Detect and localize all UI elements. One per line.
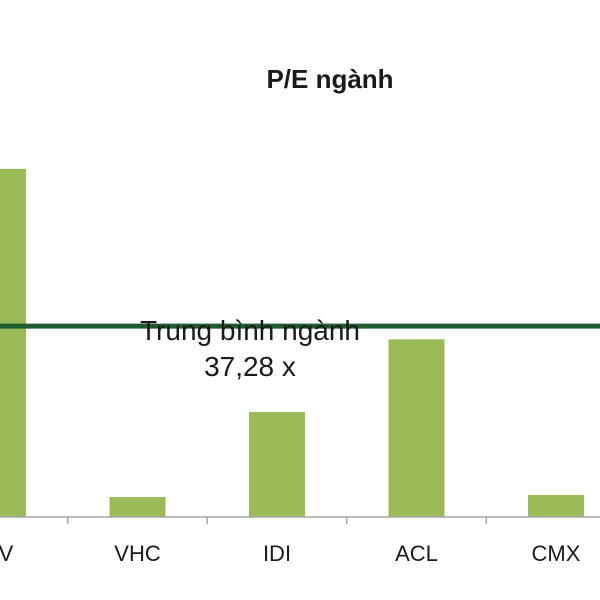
- tick-label-anv: NV: [0, 541, 14, 566]
- tick-label-acl: ACL: [395, 541, 438, 566]
- x-axis-ticks: [67, 517, 487, 524]
- bar-anv: [0, 168, 26, 517]
- bar-acl: [388, 339, 445, 517]
- x-axis-labels: NV VHC IDI ACL CMX: [0, 541, 581, 566]
- average-value-label: 37,28 x: [204, 351, 296, 382]
- tick-label-idi: IDI: [263, 541, 291, 566]
- tick-label-cmx: CMX: [532, 541, 581, 566]
- bar-idi: [249, 412, 305, 517]
- bars-group: [0, 168, 584, 517]
- tick-label-vhc: VHC: [114, 541, 161, 566]
- chart-title: P/E ngành: [266, 64, 393, 94]
- bar-cmx: [528, 494, 584, 517]
- average-label: Trung bình ngành: [140, 315, 360, 346]
- bar-vhc: [109, 497, 166, 517]
